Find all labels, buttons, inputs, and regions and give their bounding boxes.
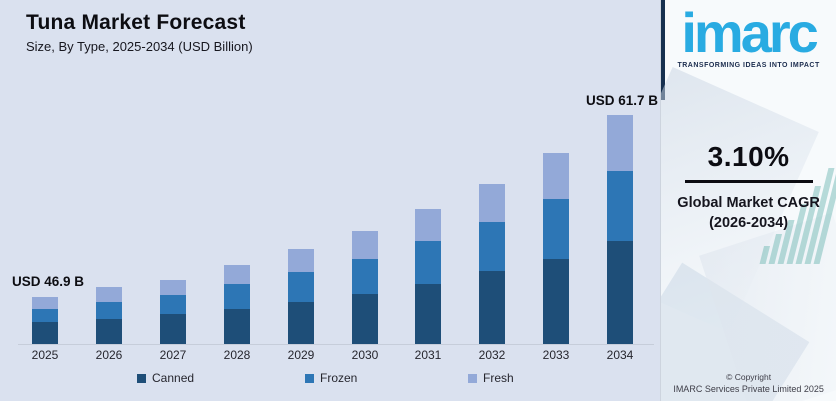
legend-label: Fresh — [483, 371, 514, 385]
stacked-bar-2027 — [160, 280, 186, 344]
bar-segment-fresh — [352, 231, 378, 259]
sidebar-content: imarc TRANSFORMING IDEAS INTO IMPACT 3.1… — [661, 2, 836, 401]
bar-segment-fresh — [479, 184, 505, 222]
bar-segment-canned — [352, 294, 378, 344]
legend-item-frozen: Frozen — [305, 371, 357, 385]
x-axis-labels: 2025 2026 2027 2028 2029 2030 2031 2032 2033 2034 — [0, 348, 660, 364]
x-tick-label: 2032 — [478, 348, 506, 362]
bar-segment-canned — [224, 309, 250, 344]
bar-segment-fresh — [288, 249, 314, 272]
brand-sidebar: imarc TRANSFORMING IDEAS INTO IMPACT 3.1… — [660, 0, 836, 401]
chart-panel: Tuna Market Forecast Size, By Type, 2025… — [0, 0, 661, 401]
bar-segment-canned — [415, 284, 441, 344]
legend-swatch-icon — [468, 373, 477, 383]
x-tick-label: 2030 — [351, 348, 379, 362]
stacked-bar-2033 — [543, 153, 569, 344]
x-tick-label: 2029 — [287, 348, 315, 362]
cagr-years: (2026-2034) — [709, 215, 789, 231]
bar-segment-fresh — [160, 280, 186, 295]
bar-segment-frozen — [224, 284, 250, 309]
bar-segment-canned — [32, 322, 58, 344]
bar-segment-canned — [160, 314, 186, 344]
cagr-block: 3.10% Global Market CAGR (2026-2034) — [661, 141, 836, 233]
bar-segment-frozen — [160, 295, 186, 314]
cagr-label: Global Market CAGR — [677, 195, 820, 211]
bar-segment-fresh — [607, 115, 633, 171]
bar-segment-frozen — [96, 302, 122, 319]
legend-label: Canned — [152, 371, 195, 385]
bar-segment-frozen — [543, 199, 569, 259]
cagr-underline — [684, 180, 813, 183]
x-tick-label: 2031 — [414, 348, 442, 362]
bar-segment-frozen — [415, 241, 441, 284]
bar-segment-canned — [96, 319, 122, 344]
bar-segment-frozen — [607, 171, 633, 241]
bar-segment-canned — [479, 271, 505, 344]
bar-segment-fresh — [32, 297, 58, 309]
cagr-value: 3.10% — [707, 141, 790, 172]
legend-swatch-icon — [137, 373, 146, 383]
stacked-bar-2029 — [288, 249, 314, 344]
stacked-bar-2031 — [415, 209, 441, 344]
stacked-bar-2028 — [224, 265, 250, 344]
bar-segment-fresh — [543, 153, 569, 199]
x-axis-line — [18, 344, 654, 345]
bar-segment-fresh — [224, 265, 250, 284]
sidebar-navy-accent — [661, 0, 666, 100]
copyright-line2: IMARC Services Private Limited 2025 — [673, 384, 824, 394]
stacked-bar-2030 — [352, 231, 378, 344]
bar-segment-frozen — [288, 272, 314, 302]
x-tick-label: 2028 — [223, 348, 251, 362]
x-tick-label: 2033 — [542, 348, 570, 362]
imarc-tagline: TRANSFORMING IDEAS INTO IMPACT — [677, 62, 820, 69]
data-label-2025: USD 46.9 B — [12, 274, 85, 289]
bar-segment-frozen — [479, 222, 505, 271]
legend-item-fresh: Fresh — [468, 371, 514, 385]
x-tick-label: 2034 — [606, 348, 634, 362]
copyright: © Copyright IMARC Services Private Limit… — [661, 372, 836, 394]
bar-segment-canned — [288, 302, 314, 344]
bar-segment-frozen — [32, 309, 58, 322]
x-tick-label: 2025 — [31, 348, 59, 362]
legend-swatch-icon — [305, 373, 314, 383]
copyright-line1: © Copyright — [726, 372, 772, 382]
page-title: Tuna Market Forecast — [26, 11, 246, 34]
chart-legend: Canned Frozen Fresh — [0, 371, 660, 391]
bar-segment-frozen — [352, 259, 378, 294]
stacked-bar-2034 — [607, 115, 633, 344]
imarc-logo: imarc — [681, 1, 818, 64]
legend-item-canned: Canned — [137, 371, 194, 385]
data-label-2034: USD 61.7 B — [586, 93, 659, 108]
stacked-bar-2026 — [96, 287, 122, 344]
bar-segment-canned — [607, 241, 633, 344]
stacked-bar-2025 — [32, 297, 58, 344]
chart-subtitle: Size, By Type, 2025-2034 (USD Billion) — [26, 39, 253, 54]
stacked-bar-plot: USD 46.9 B USD 61.7 B — [12, 93, 659, 344]
bar-segment-fresh — [415, 209, 441, 241]
x-tick-label: 2026 — [95, 348, 123, 362]
bar-segment-fresh — [96, 287, 122, 302]
legend-label: Frozen — [320, 371, 358, 385]
bar-segment-canned — [543, 259, 569, 344]
stacked-bar-2032 — [479, 184, 505, 344]
x-tick-label: 2027 — [159, 348, 187, 362]
chart-header: Tuna Market Forecast Size, By Type, 2025… — [26, 10, 253, 54]
